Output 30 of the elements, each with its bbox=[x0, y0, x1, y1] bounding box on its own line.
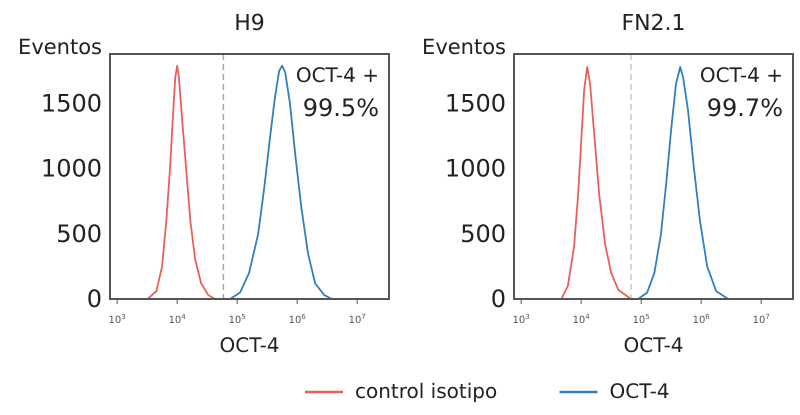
y-tick-label: 1000 bbox=[40, 154, 102, 183]
annotation: OCT-4 + bbox=[700, 63, 783, 87]
x-tick-label: 10$^{3}$ bbox=[512, 313, 530, 326]
chart-title: H9 bbox=[234, 11, 265, 36]
annotation: 99.7% bbox=[706, 94, 783, 122]
x-axis-title: OCT-4 bbox=[623, 333, 684, 357]
annotation: 99.5% bbox=[302, 94, 379, 122]
y-tick-label: 0 bbox=[86, 285, 102, 313]
x-tick-label: 10$^{6}$ bbox=[692, 313, 710, 326]
y-tick-label: 500 bbox=[460, 220, 506, 248]
legend-label: control isotipo bbox=[355, 379, 498, 403]
y-tick-label: 1500 bbox=[444, 90, 506, 118]
x-tick-label: 10$^{4}$ bbox=[572, 313, 590, 326]
y-tick-label: 1000 bbox=[444, 154, 506, 183]
x-tick-label: 10$^{6}$ bbox=[288, 313, 306, 326]
x-tick-label: 10$^{7}$ bbox=[348, 313, 366, 326]
y-tick-label: 1500 bbox=[40, 90, 102, 118]
y-tick-label: 500 bbox=[56, 220, 102, 248]
chart-title: FN2.1 bbox=[621, 11, 686, 36]
legend-label: OCT-4 bbox=[610, 379, 670, 403]
y-tick-label: 0 bbox=[490, 285, 506, 313]
x-tick-label: 10$^{7}$ bbox=[752, 313, 770, 326]
x-axis-title: OCT-4 bbox=[219, 333, 280, 357]
annotation: OCT-4 + bbox=[296, 63, 379, 87]
x-tick-label: 10$^{4}$ bbox=[168, 313, 186, 326]
x-tick-label: 10$^{5}$ bbox=[632, 313, 650, 326]
y-axis-title: Eventos bbox=[18, 35, 102, 59]
x-tick-label: 10$^{3}$ bbox=[108, 313, 126, 326]
x-tick-label: 10$^{5}$ bbox=[228, 313, 246, 326]
y-axis-title: Eventos bbox=[422, 35, 506, 59]
